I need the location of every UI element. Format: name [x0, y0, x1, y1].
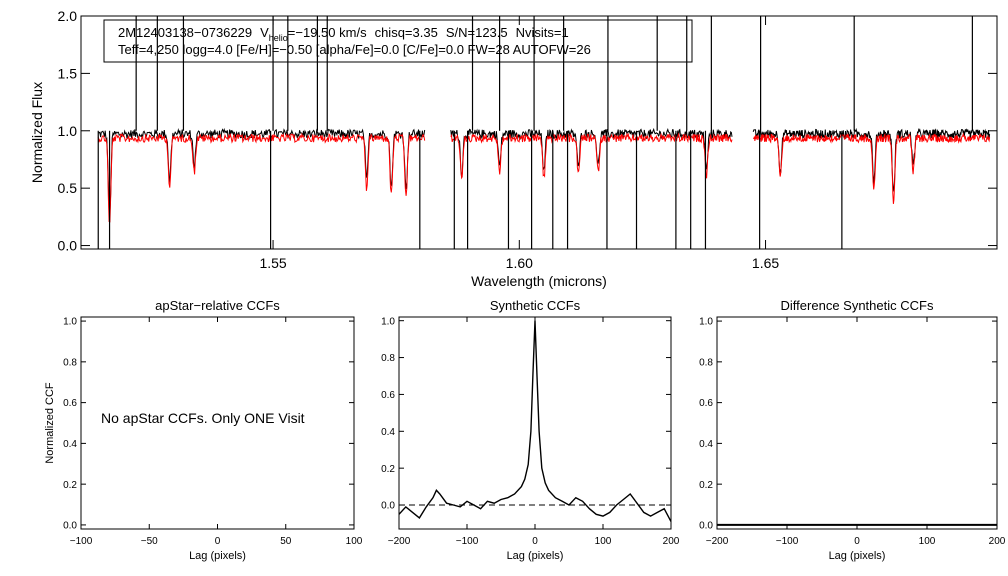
difference-ytick-label: 1.0	[699, 317, 713, 328]
apstar-title: apStar−relative CCFs	[155, 298, 280, 313]
synthetic-ccf-line	[398, 320, 672, 522]
synthetic-xlabel: Lag (pixels)	[507, 550, 564, 562]
spectrum-xlabel: Wavelength (microns)	[471, 273, 607, 289]
apstar-xtick-label: −100	[70, 536, 93, 547]
difference-title: Difference Synthetic CCFs	[781, 298, 934, 313]
spectrum-xtick-label: 1.60	[506, 255, 533, 271]
apstar-ytick-label: 0.2	[63, 480, 77, 491]
apstar-ytick-label: 1.0	[63, 317, 77, 328]
header-line-1: 2M12403138−0736229 Vhelio=−19.50 km/s chis…	[118, 25, 569, 43]
synthetic-title: Synthetic CCFs	[490, 298, 581, 313]
model-spectrum-line	[97, 132, 426, 223]
apstar-xtick-label: 50	[280, 536, 292, 547]
apstar-ytick-label: 0.6	[63, 398, 77, 409]
chisq-value: chisq=3.35	[375, 25, 438, 40]
snr-value: S/N=123.5	[446, 25, 508, 40]
model-spectrum-line	[450, 132, 733, 180]
difference-ytick-label: 0.8	[699, 357, 713, 368]
apstar-ytick-label: 0.8	[63, 357, 77, 368]
spectrum-ylabel: Normalized Flux	[29, 82, 45, 183]
difference-ytick-label: 0.4	[699, 439, 713, 450]
synthetic-ytick-label: 1.0	[381, 316, 395, 327]
synthetic-ytick-label: 0.6	[381, 390, 395, 401]
observed-spectrum-line	[98, 127, 426, 216]
header-line-2: Teff=4,250 logg=4.0 [Fe/H]=−0.50 [alpha/…	[118, 42, 591, 57]
synthetic-frame	[398, 316, 672, 530]
nvisits-value: Nvisits=1	[516, 25, 569, 40]
header-box: 2M12403138−0736229 Vhelio=−19.50 km/s chis…	[103, 19, 693, 63]
synthetic-ytick-label: 0.4	[381, 427, 395, 438]
spectrum-frame	[80, 15, 998, 250]
difference-ytick-label: 0.2	[699, 480, 713, 491]
synthetic-ytick-label: 0.0	[381, 501, 395, 512]
synthetic-ccf-panel: −200 −100 0 100 200 0.0 0.2 0.4 0.6 0.8 1.0 Lag (pi…	[381, 298, 680, 562]
synthetic-xtick-label: 100	[595, 536, 612, 547]
spectrum-ytick-label: 0.0	[58, 238, 78, 254]
difference-xtick-label: 0	[854, 536, 860, 547]
apstar-ylabel: Normalized CCF	[44, 382, 56, 464]
difference-xtick-label: 100	[919, 536, 936, 547]
plots-layer: 1.55 1.60 1.65 0.0 0.5 1.0 1.5 2.0 Wavelength (m…	[29, 8, 1006, 562]
difference-frame	[716, 316, 998, 530]
difference-xtick-label: −100	[776, 536, 799, 547]
apstar-annotation: No apStar CCFs. Only ONE Visit	[101, 410, 305, 426]
difference-ccf-panel: −200 −100 0 100 200 0.0 0.2 0.4 0.6 0.8 1.0 Lag (pi…	[699, 298, 1006, 562]
spectrum-xtick-label: 1.55	[259, 255, 286, 271]
spectrum-ytick-label: 1.5	[58, 65, 78, 81]
apstar-xlabel: Lag (pixels)	[189, 550, 246, 562]
vhelio-subscript: helio	[269, 33, 288, 43]
difference-xlabel: Lag (pixels)	[829, 550, 886, 562]
difference-xtick-label: −200	[706, 536, 729, 547]
synthetic-xtick-label: −100	[456, 536, 479, 547]
spectrum-panel: 1.55 1.60 1.65 0.0 0.5 1.0 1.5 2.0 Wavelength (m…	[29, 8, 998, 289]
difference-ytick-label: 0.6	[699, 398, 713, 409]
apstar-ytick-label: 0.0	[63, 521, 77, 532]
synthetic-xtick-label: 0	[532, 536, 538, 547]
synthetic-ytick-label: 0.8	[381, 353, 395, 364]
difference-ytick-label: 0.0	[699, 521, 713, 532]
spectrum-ytick-label: 0.5	[58, 180, 78, 196]
model-spectrum-line	[753, 132, 991, 204]
synthetic-xtick-label: 200	[663, 536, 680, 547]
apstar-ytick-label: 0.4	[63, 439, 77, 450]
spectrum-xtick-label: 1.65	[752, 255, 779, 271]
apstar-ccf-panel: −100 −50 0 50 100 0.0 0.2 0.4 0.6 0.8 1.0 Lag (pixe…	[44, 298, 363, 562]
apstar-xtick-label: −50	[141, 536, 158, 547]
synthetic-ytick-label: 0.2	[381, 464, 395, 475]
spectrum-ytick-label: 2.0	[58, 8, 78, 24]
spectrum-ytick-label: 1.0	[58, 123, 78, 139]
difference-xtick-label: 200	[989, 536, 1006, 547]
star-id: 2M12403138−0736229	[118, 25, 252, 40]
apstar-xtick-label: 100	[346, 536, 363, 547]
apstar-xtick-label: 0	[215, 536, 221, 547]
header-frame	[103, 19, 693, 63]
vhelio-symbol: V	[260, 25, 269, 40]
synthetic-xtick-label: −200	[388, 536, 411, 547]
